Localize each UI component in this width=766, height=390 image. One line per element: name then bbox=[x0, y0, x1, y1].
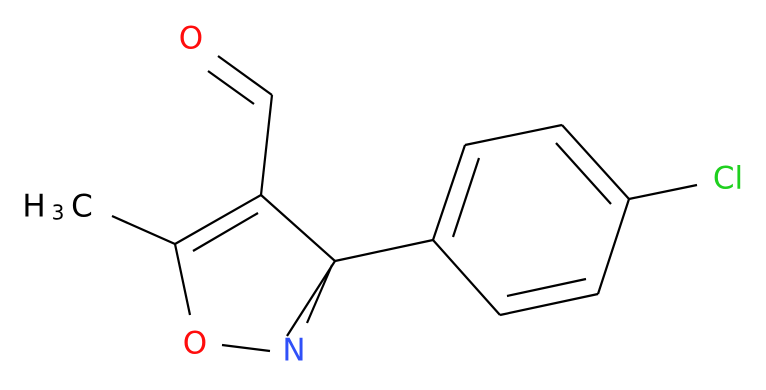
atom-label: N bbox=[282, 333, 305, 369]
bond bbox=[221, 343, 271, 353]
bonds bbox=[111, 55, 698, 353]
bond bbox=[260, 194, 336, 262]
bond bbox=[451, 157, 481, 238]
bond bbox=[628, 183, 698, 201]
bond bbox=[561, 124, 630, 200]
bond bbox=[499, 292, 599, 317]
atom-label: O bbox=[183, 326, 207, 362]
bond bbox=[555, 142, 612, 205]
atom-label: H bbox=[22, 189, 45, 225]
atom-label: Cl bbox=[713, 161, 743, 197]
bond bbox=[217, 55, 273, 96]
bond bbox=[207, 70, 255, 105]
bond bbox=[596, 198, 631, 295]
bond bbox=[286, 260, 336, 337]
bond bbox=[432, 239, 501, 316]
bond bbox=[464, 123, 563, 147]
atom-label: C bbox=[71, 189, 93, 225]
bond bbox=[305, 264, 334, 324]
atom-label: O bbox=[179, 21, 203, 57]
bond bbox=[506, 277, 587, 298]
bond bbox=[111, 214, 176, 246]
bond bbox=[259, 94, 274, 196]
bond bbox=[192, 212, 259, 252]
bond bbox=[431, 144, 467, 241]
bond bbox=[334, 238, 434, 263]
bond bbox=[174, 194, 262, 245]
bond bbox=[173, 243, 192, 316]
atom-subscript: 3 bbox=[52, 201, 65, 225]
